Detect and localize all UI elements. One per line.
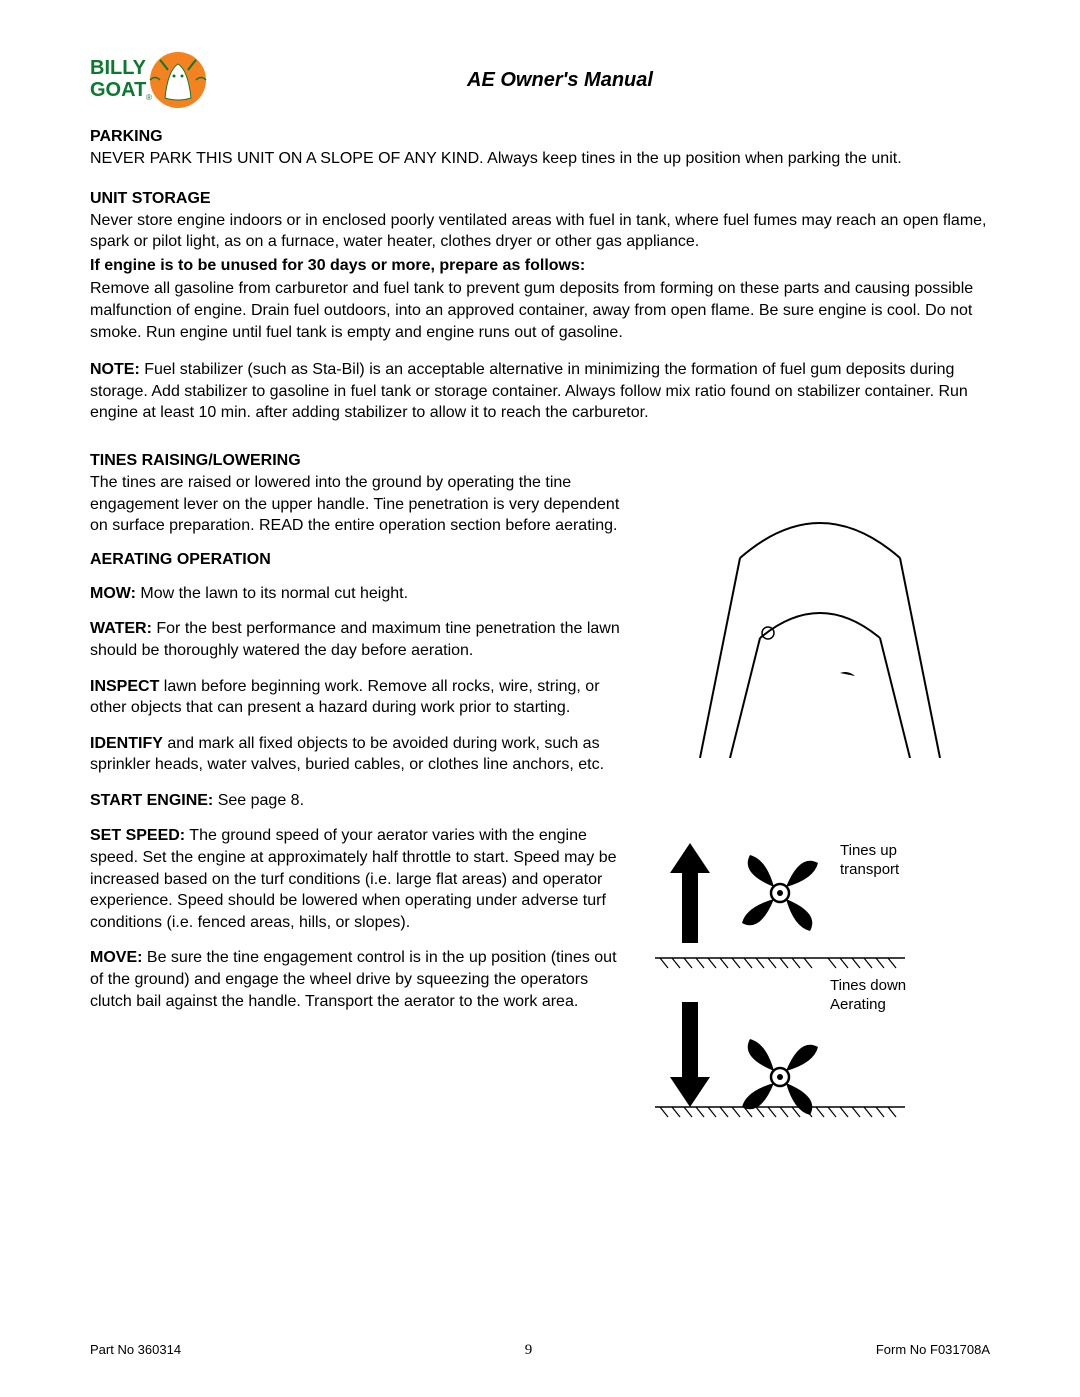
tines-heading: TINES RAISING/LOWERING xyxy=(90,452,630,470)
right-column: Tines up transport Tines down Aerating xyxy=(650,438,990,1137)
tines-down-l2: Aerating xyxy=(830,995,906,1015)
identify-label: IDENTIFY xyxy=(90,735,163,752)
start-label: START ENGINE: xyxy=(90,792,213,809)
page-footer: Part No 360314 9 Form No F031708A xyxy=(90,1342,990,1359)
tines-text: The tines are raised or lowered into the… xyxy=(90,472,630,537)
start-para: START ENGINE: See page 8. xyxy=(90,790,630,812)
mow-label: MOW: xyxy=(90,585,136,602)
handle-diagram xyxy=(650,498,990,763)
mow-para: MOW: Mow the lawn to its normal cut heig… xyxy=(90,583,630,605)
storage-note: NOTE: Fuel stabilizer (such as Sta-Bil) … xyxy=(90,359,990,424)
part-no: Part No 360314 xyxy=(90,1342,181,1359)
start-text: See page 8. xyxy=(213,792,304,809)
water-para: WATER: For the best performance and maxi… xyxy=(90,618,630,661)
identify-para: IDENTIFY and mark all fixed objects to b… xyxy=(90,733,630,776)
water-text: For the best performance and maximum tin… xyxy=(90,620,620,659)
identify-text: and mark all fixed objects to be avoided… xyxy=(90,735,604,774)
mow-text: Mow the lawn to its normal cut height. xyxy=(136,585,408,602)
inspect-para: INSPECT lawn before beginning work. Remo… xyxy=(90,676,630,719)
tines-down-label: Tines down Aerating xyxy=(830,976,906,1015)
tines-up-label: Tines up transport xyxy=(840,841,899,880)
note-text: Fuel stabilizer (such as Sta-Bil) is an … xyxy=(90,361,968,421)
manual-title: AE Owner's Manual xyxy=(130,69,990,92)
parking-text: NEVER PARK THIS UNIT ON A SLOPE OF ANY K… xyxy=(90,148,990,170)
two-column-region: TINES RAISING/LOWERING The tines are rai… xyxy=(90,438,990,1137)
svg-text:®: ® xyxy=(146,93,152,102)
note-label: NOTE: xyxy=(90,361,140,378)
move-text: Be sure the tine engagement control is i… xyxy=(90,949,617,1009)
aerating-heading: AERATING OPERATION xyxy=(90,551,630,569)
storage-p2: Remove all gasoline from carburetor and … xyxy=(90,278,990,343)
manual-page: BILLY GOAT ® AE Owner's Manual PARKING N… xyxy=(0,0,1080,1397)
move-para: MOVE: Be sure the tine engagement contro… xyxy=(90,947,630,1012)
speed-para: SET SPEED: The ground speed of your aera… xyxy=(90,825,630,933)
left-column: TINES RAISING/LOWERING The tines are rai… xyxy=(90,438,650,1137)
storage-p1: Never store engine indoors or in enclose… xyxy=(90,210,990,253)
tines-up-l2: transport xyxy=(840,860,899,880)
water-label: WATER: xyxy=(90,620,152,637)
tines-down-diagram: Tines down Aerating xyxy=(650,982,990,1137)
inspect-text: lawn before beginning work. Remove all r… xyxy=(90,678,600,717)
parking-heading: PARKING xyxy=(90,128,990,146)
inspect-label: INSPECT xyxy=(90,678,159,695)
page-number: 9 xyxy=(525,1342,533,1359)
move-label: MOVE: xyxy=(90,949,142,966)
storage-bold-line: If engine is to be unused for 30 days or… xyxy=(90,255,990,277)
speed-label: SET SPEED: xyxy=(90,827,185,844)
page-header: BILLY GOAT ® AE Owner's Manual xyxy=(90,50,990,110)
form-no: Form No F031708A xyxy=(876,1342,990,1359)
storage-heading: UNIT STORAGE xyxy=(90,190,990,208)
tines-down-l1: Tines down xyxy=(830,976,906,996)
tines-up-l1: Tines up xyxy=(840,841,899,861)
tines-up-diagram: Tines up transport xyxy=(650,833,990,978)
